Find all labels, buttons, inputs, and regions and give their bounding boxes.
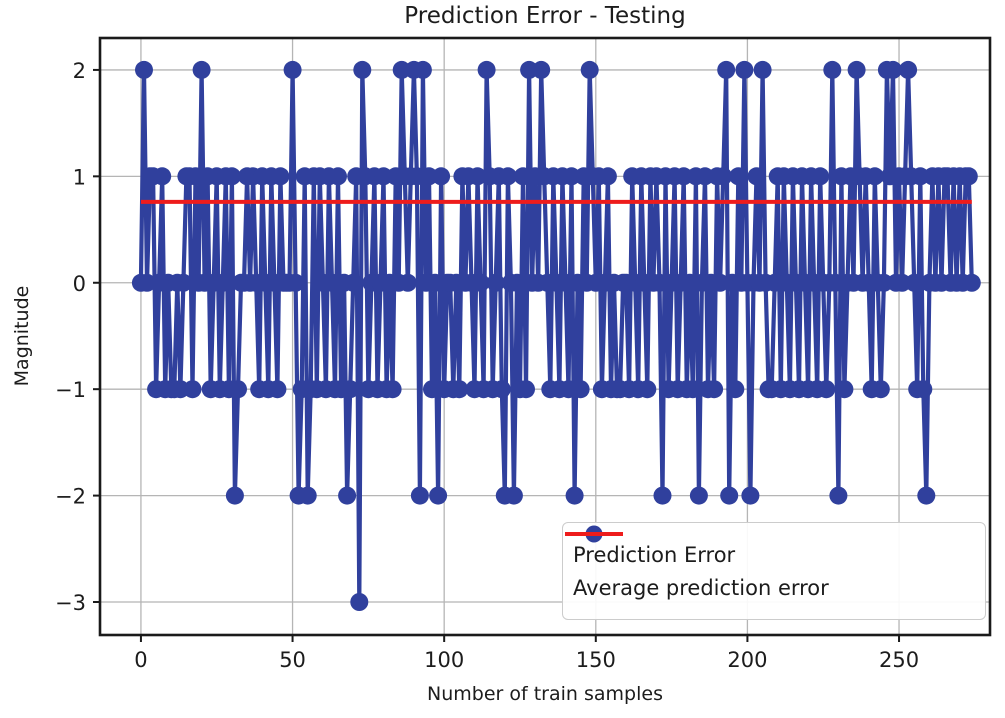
prediction-error-marker [135,60,153,79]
axes-spines [98,36,992,637]
prediction-error-marker [225,486,244,505]
prediction-error-marker [229,380,247,399]
x-tick-label: 250 [879,648,919,672]
prediction-error-marker [741,486,760,505]
prediction-error-marker [865,167,884,186]
prediction-error-marker [183,380,202,399]
prediction-error-marker [508,273,526,292]
prediction-error-marker [492,380,511,399]
prediction-error-marker [174,273,193,292]
prediction-error-marker [598,167,617,186]
x-tick-label: 150 [576,648,616,672]
prediction-error-marker [683,380,702,399]
prediction-error-marker [917,486,936,505]
prediction-error-marker [884,60,902,79]
prediction-error-marker [471,273,490,292]
legend-label-prediction-error: Prediction Error [573,542,736,567]
prediction-error-marker [383,380,402,399]
x-tick-label: 50 [279,648,306,672]
prediction-error-marker [959,167,978,186]
prediction-error-marker [413,60,432,79]
legend: Prediction Error Average prediction erro… [562,522,986,620]
x-tick-label: 200 [727,648,767,672]
prediction-error-marker [213,273,232,292]
prediction-error-marker [962,273,981,292]
y-tick-label: −2 [55,485,86,509]
prediction-error-marker [817,380,836,399]
prediction-error-marker [705,380,724,399]
y-tick-label: −1 [55,378,86,402]
legend-row-prediction-error: Prediction Error [565,525,975,567]
y-tick-label: 2 [73,59,86,83]
prediction-error-marker [753,60,772,79]
prediction-error-marker [504,486,523,505]
y-tick-label: 0 [73,272,86,296]
prediction-error-marker [222,167,241,186]
prediction-error-marker [580,60,599,79]
prediction-error-marker [350,593,369,611]
prediction-error-marker [338,486,357,505]
prediction-error-marker [498,167,517,186]
prediction-error-marker [450,380,469,399]
prediction-error-marker [329,167,347,186]
prediction-error-marker [823,60,842,79]
prediction-error-marker [638,380,657,399]
prediction-error-marker [286,273,305,292]
prediction-error-marker [517,380,535,399]
prediction-error-marker [353,60,372,79]
prediction-error-marker [432,167,451,186]
prediction-error-marker [532,60,551,79]
prediction-error-marker [729,167,748,186]
legend-row-average-error: Average prediction error [565,532,975,600]
prediction-error-marker [653,486,672,505]
chart-title: Prediction Error - Testing [404,3,686,29]
prediction-error-marker [735,60,754,79]
prediction-error-marker [153,167,172,186]
prediction-error-marker [477,60,496,79]
prediction-error-marker [192,60,211,79]
prediction-error-marker [298,486,317,505]
prediction-error-marker [429,486,448,505]
prediction-error-marker [726,380,745,399]
y-tick-label: 1 [73,165,86,189]
prediction-error-marker [271,167,290,186]
prediction-error-marker [914,380,933,399]
prediction-error-marker [689,486,708,505]
prediction-error-marker [268,380,287,399]
legend-label-average-error: Average prediction error [573,575,829,600]
prediction-error-marker [571,380,590,399]
x-axis-label: Number of train samples [427,683,663,705]
prediction-error-marker [717,60,736,79]
prediction-error-marker [871,380,890,399]
y-axis-label: Magnitude [11,285,33,387]
y-tick-label: −3 [55,591,86,615]
prediction-error-marker [835,380,854,399]
x-tick-label: 0 [134,648,147,672]
prediction-error-marker [847,60,866,79]
prediction-error-marker [344,273,363,292]
prediction-error-marker [410,486,429,505]
prediction-error-marker [899,60,918,79]
prediction-error-marker [829,486,848,505]
prediction-error-marker [747,167,766,186]
prediction-error-marker [714,167,733,186]
prediction-error-marker [720,486,739,505]
legend-line-sample [565,532,623,536]
prediction-error-marker [565,486,584,505]
prediction-error-marker [905,273,924,292]
prediction-error-marker [811,167,830,186]
prediction-error-marker [341,380,360,399]
prediction-error-marker [486,273,505,292]
prediction-error-marker [283,60,302,79]
x-tick-label: 100 [424,648,464,672]
prediction-error-marker [398,273,417,292]
